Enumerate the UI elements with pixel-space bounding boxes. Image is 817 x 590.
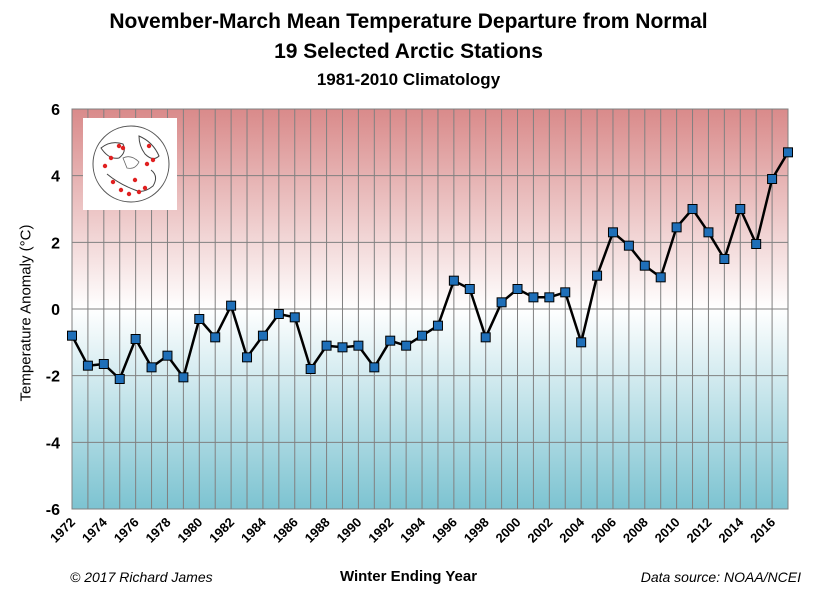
chart-title: November-March Mean Temperature Departur… xyxy=(109,10,708,33)
data-point-1993 xyxy=(401,340,412,351)
data-point-1984 xyxy=(257,330,268,341)
x-tick-label: 2004 xyxy=(556,514,588,546)
data-point-2007 xyxy=(623,240,634,251)
x-tick-label: 2016 xyxy=(747,515,778,546)
x-tick-label: 2008 xyxy=(620,515,651,546)
x-tick-label: 1992 xyxy=(365,515,396,546)
data-point-2004 xyxy=(576,337,587,348)
series-line xyxy=(70,151,790,381)
data-point-1978 xyxy=(162,350,173,361)
y-tick-label: -4 xyxy=(46,435,60,452)
data-point-2016 xyxy=(767,174,778,184)
x-axis-tick-labels: 1972 1974 1976 1978 1980 1982 1984 1986 1988 1990… xyxy=(47,514,778,546)
y-tick-label: -6 xyxy=(46,502,60,519)
data-point-1986 xyxy=(289,312,300,323)
data-point-2005 xyxy=(592,270,603,281)
y-tick-label: 0 xyxy=(51,302,60,319)
x-tick-label: 1976 xyxy=(111,515,142,546)
x-axis-label: Winter Ending Year xyxy=(339,568,478,585)
data-point-2012 xyxy=(703,227,714,238)
y-axis-label: Temperature Anomaly (°C) xyxy=(17,224,35,402)
data-point-1974 xyxy=(98,359,109,369)
data-point-2013 xyxy=(719,254,730,264)
data-point-2017 xyxy=(783,147,793,158)
data-point-1976 xyxy=(130,334,141,344)
x-tick-label: 2006 xyxy=(588,515,619,546)
data-points xyxy=(67,147,793,384)
chart-subtitle-climatology: 1981-2010 Climatology xyxy=(316,70,501,89)
data-point-1992 xyxy=(385,335,396,346)
copyright-note: © 2017 Richard James xyxy=(70,569,213,585)
plot-border xyxy=(71,108,789,510)
data-point-2000 xyxy=(512,284,523,294)
y-axis-tick-labels: -6 -4 -2 0 2 4 6 xyxy=(46,102,60,519)
x-tick-label: 1980 xyxy=(174,515,205,546)
data-point-1999 xyxy=(496,297,507,308)
x-tick-label: 1984 xyxy=(238,514,270,546)
x-tick-label: 1982 xyxy=(206,515,237,546)
x-tick-label: 2002 xyxy=(524,515,555,546)
data-point-2002 xyxy=(544,292,555,303)
y-tick-label: -2 xyxy=(46,369,60,386)
data-point-2010 xyxy=(671,222,682,233)
horizontal-gridlines xyxy=(72,175,788,443)
chart-subtitle: 19 Selected Arctic Stations xyxy=(274,40,543,63)
x-tick-label: 2010 xyxy=(652,515,683,546)
data-point-1983 xyxy=(242,352,253,363)
data-point-1997 xyxy=(464,284,475,294)
x-tick-label: 2000 xyxy=(493,515,524,546)
arctic-map-icon xyxy=(92,125,170,203)
data-point-2015 xyxy=(751,239,762,249)
x-tick-label: 1972 xyxy=(47,515,78,546)
y-tick-label: 4 xyxy=(51,169,60,186)
x-tick-label: 2014 xyxy=(715,514,747,546)
x-tick-label: 1994 xyxy=(397,514,429,546)
x-tick-label: 1988 xyxy=(302,515,333,546)
data-point-2011 xyxy=(687,204,698,214)
data-point-1994 xyxy=(417,330,428,341)
data-point-1991 xyxy=(369,362,380,373)
data-point-1989 xyxy=(337,342,348,353)
data-point-2006 xyxy=(607,227,618,238)
data-point-1988 xyxy=(321,340,332,351)
data-point-2003 xyxy=(560,287,571,298)
data-source-note: Data source: NOAA/NCEI xyxy=(640,569,801,585)
arctic-stations-map-inset xyxy=(83,118,177,210)
data-point-1982 xyxy=(226,300,237,311)
data-point-1990 xyxy=(353,340,364,351)
x-tick-label: 2012 xyxy=(684,515,715,546)
data-point-1987 xyxy=(305,364,316,374)
data-point-2001 xyxy=(528,292,539,303)
data-point-1979 xyxy=(178,372,189,383)
x-tick-label: 1990 xyxy=(333,515,364,546)
data-point-1998 xyxy=(480,332,491,343)
data-point-1996 xyxy=(448,275,459,286)
x-tick-label: 1986 xyxy=(270,515,301,546)
x-tick-label: 1998 xyxy=(461,515,492,546)
data-point-2009 xyxy=(655,272,666,283)
data-point-1973 xyxy=(82,360,93,371)
x-tick-label: 1974 xyxy=(79,514,111,546)
y-tick-label: 6 xyxy=(51,102,60,119)
y-tick-label: 2 xyxy=(51,235,60,252)
data-point-2014 xyxy=(735,204,746,214)
x-tick-label: 1996 xyxy=(429,515,460,546)
data-point-1981 xyxy=(210,332,221,343)
data-point-1975 xyxy=(114,374,125,384)
data-point-1977 xyxy=(146,362,157,373)
data-point-1995 xyxy=(432,320,443,331)
data-point-1980 xyxy=(194,314,205,324)
data-point-1972 xyxy=(67,330,77,341)
x-tick-label: 1978 xyxy=(143,515,174,546)
data-point-1985 xyxy=(273,309,284,319)
data-point-2008 xyxy=(639,260,650,271)
